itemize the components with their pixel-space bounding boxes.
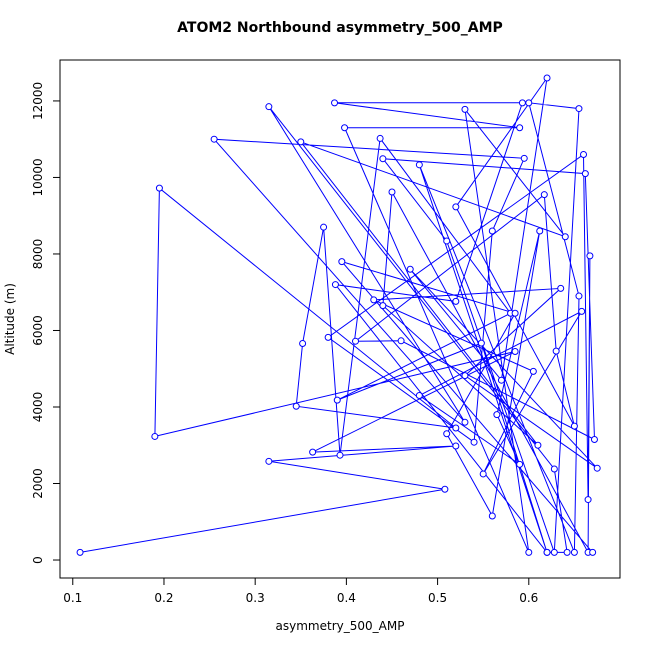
data-point (461, 418, 469, 426)
data-point (518, 99, 526, 107)
data-point (379, 302, 387, 310)
data-point (320, 223, 328, 231)
data-point (578, 307, 586, 315)
data-point (324, 333, 332, 341)
data-point (511, 309, 519, 317)
y-axis-label: Altitude (m) (3, 283, 17, 355)
data-point (561, 233, 569, 241)
data-point (570, 548, 578, 556)
data-point (525, 548, 533, 556)
series-line (80, 77, 598, 553)
data-point (155, 184, 163, 192)
x-tick-label: 0.6 (519, 591, 538, 605)
data-point (493, 411, 501, 419)
data-point (488, 227, 496, 235)
data-point (333, 396, 341, 404)
data-point (536, 227, 544, 235)
data-point (388, 188, 396, 196)
y-tick-label: 8000 (31, 239, 45, 270)
chart-title: ATOM2 Northbound asymmetry_500_AMP (177, 20, 503, 36)
data-point (376, 134, 384, 142)
data-point (520, 154, 528, 162)
data-point (452, 297, 460, 305)
data-point (352, 337, 360, 345)
x-tick-label: 0.2 (154, 591, 173, 605)
data-point (461, 372, 469, 380)
data-point (299, 339, 307, 347)
y-tick-label: 10000 (31, 158, 45, 196)
data-point (575, 105, 583, 113)
data-point (210, 135, 218, 143)
data-point (580, 150, 588, 158)
data-point (341, 124, 349, 132)
data-point (589, 548, 597, 556)
data-point (550, 548, 558, 556)
data-point (552, 347, 560, 355)
data-point (516, 124, 524, 132)
data-point (331, 99, 339, 107)
data-point (443, 430, 451, 438)
x-tick-label: 0.3 (246, 591, 265, 605)
y-tick-label: 2000 (31, 468, 45, 499)
data-point (477, 339, 485, 347)
data-point (540, 191, 548, 199)
data-point (470, 438, 478, 446)
data-point (415, 392, 423, 400)
data-point (461, 105, 469, 113)
data-point (543, 548, 551, 556)
data-point (370, 296, 378, 304)
plot-box (59, 59, 621, 579)
x-axis-label: asymmetry_500_AMP (276, 619, 405, 633)
data-point (338, 258, 346, 266)
data-point (511, 348, 519, 356)
x-tick-label: 0.5 (428, 591, 447, 605)
data-point (309, 448, 317, 456)
data-point (265, 103, 273, 111)
data-point (415, 161, 423, 169)
data-point (336, 451, 344, 459)
data-point (516, 460, 524, 468)
data-point (292, 402, 300, 410)
y-tick-label: 4000 (31, 392, 45, 423)
data-point (497, 376, 505, 384)
data-point (452, 424, 460, 432)
data-point (452, 442, 460, 450)
data-point (543, 74, 551, 82)
data-point (525, 99, 533, 107)
data-point (586, 252, 594, 260)
data-point (593, 464, 601, 472)
data-point (151, 432, 159, 440)
data-point (557, 284, 565, 292)
x-tick-label: 0.1 (63, 591, 82, 605)
data-point (265, 457, 273, 465)
data-point (529, 367, 537, 375)
data-point (581, 170, 589, 178)
y-tick-label: 0 (31, 556, 45, 564)
data-point (443, 237, 451, 245)
data-point (379, 155, 387, 163)
data-point (331, 281, 339, 289)
data-point (297, 138, 305, 146)
data-point (590, 436, 598, 444)
data-point (441, 485, 449, 493)
data-point (397, 337, 405, 345)
data-point (584, 496, 592, 504)
data-point (563, 548, 571, 556)
data-point (534, 441, 542, 449)
data-point (575, 292, 583, 300)
data-point (488, 512, 496, 520)
y-tick-label: 6000 (31, 315, 45, 346)
x-tick-label: 0.4 (337, 591, 356, 605)
data-point (570, 422, 578, 430)
data-point (76, 548, 84, 556)
data-point (452, 203, 460, 211)
data-point (406, 265, 414, 273)
data-point (479, 470, 487, 478)
y-tick-label: 12000 (31, 82, 45, 120)
data-point (550, 465, 558, 473)
